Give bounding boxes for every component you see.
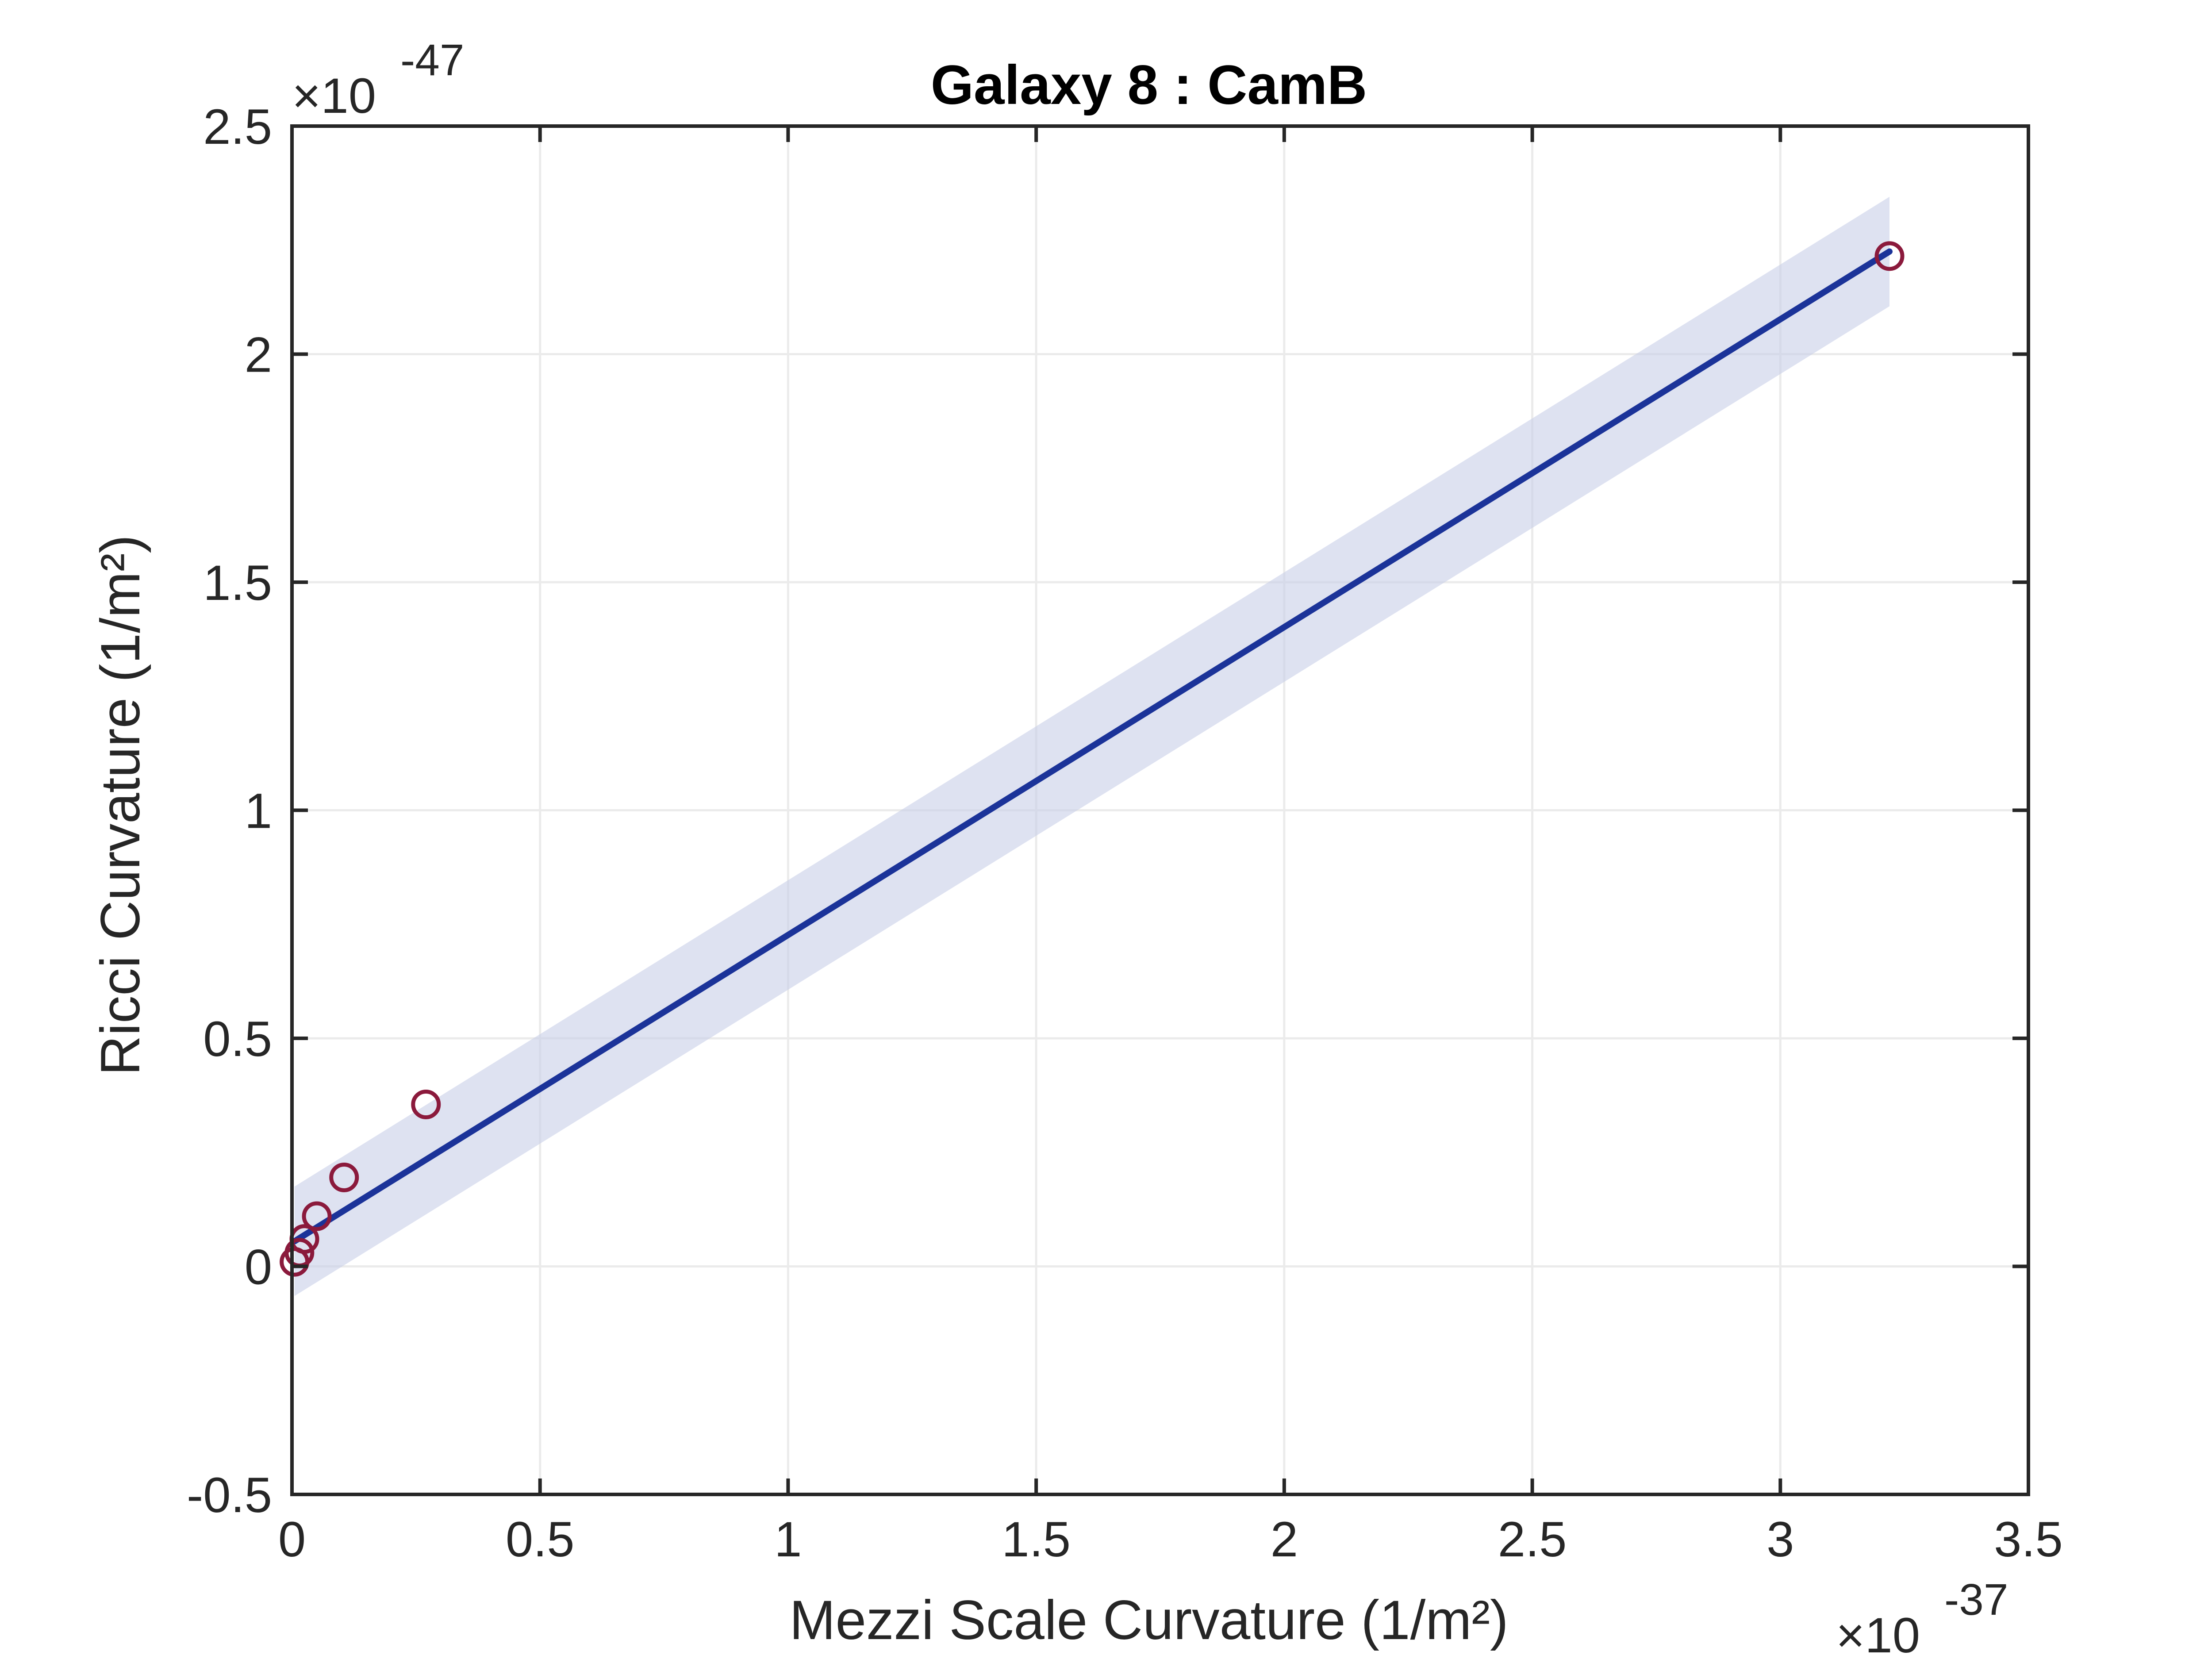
ticks (292, 126, 2028, 1494)
x-exponent-label: ×10 -37 (1836, 1575, 2008, 1659)
chart-title: Galaxy 8 : CamB (931, 54, 1367, 116)
x-tick-label: 1 (774, 1512, 802, 1567)
data-points (280, 241, 1905, 1277)
data-point (1874, 241, 1905, 271)
y-tick-label: 2 (245, 327, 272, 383)
y-tick-label: 1.5 (203, 555, 272, 611)
y-axis-label: Ricci Curvature (1/m²) (90, 535, 151, 1075)
y-exponent-label: ×10 -47 (292, 35, 465, 123)
x-tick-label: 3.5 (1994, 1512, 2063, 1567)
y-tick-label: 2.5 (203, 99, 272, 154)
data-point (302, 1201, 332, 1231)
data-point (329, 1162, 359, 1192)
y-tick-label: 0 (245, 1240, 272, 1295)
y-exponent-power: -47 (400, 35, 465, 85)
data-point (411, 1089, 441, 1119)
x-exponent-power: -37 (1944, 1575, 2008, 1624)
y-tick-labels: -0.5 0 0.5 1 1.5 2 2.5 (187, 99, 272, 1523)
x-tick-label: 0.5 (506, 1512, 575, 1567)
x-tick-labels: 0 0.5 1 1.5 2 2.5 3 3.5 (278, 1512, 2063, 1567)
x-tick-label: 0 (278, 1512, 306, 1567)
x-tick-label: 1.5 (1002, 1512, 1071, 1567)
x-tick-label: 2.5 (1498, 1512, 1567, 1567)
x-tick-label: 2 (1271, 1512, 1298, 1567)
y-tick-label: 1 (245, 783, 272, 839)
y-exponent-base: ×10 (292, 68, 376, 123)
x-axis-label: Mezzi Scale Curvature (1/m²) (789, 1590, 1508, 1651)
y-tick-label: -0.5 (187, 1467, 272, 1523)
fit-line (291, 248, 1893, 1244)
x-tick-label: 3 (1767, 1512, 1794, 1567)
x-exponent-base: ×10 (1836, 1608, 1920, 1659)
y-tick-label: 0.5 (203, 1011, 272, 1067)
